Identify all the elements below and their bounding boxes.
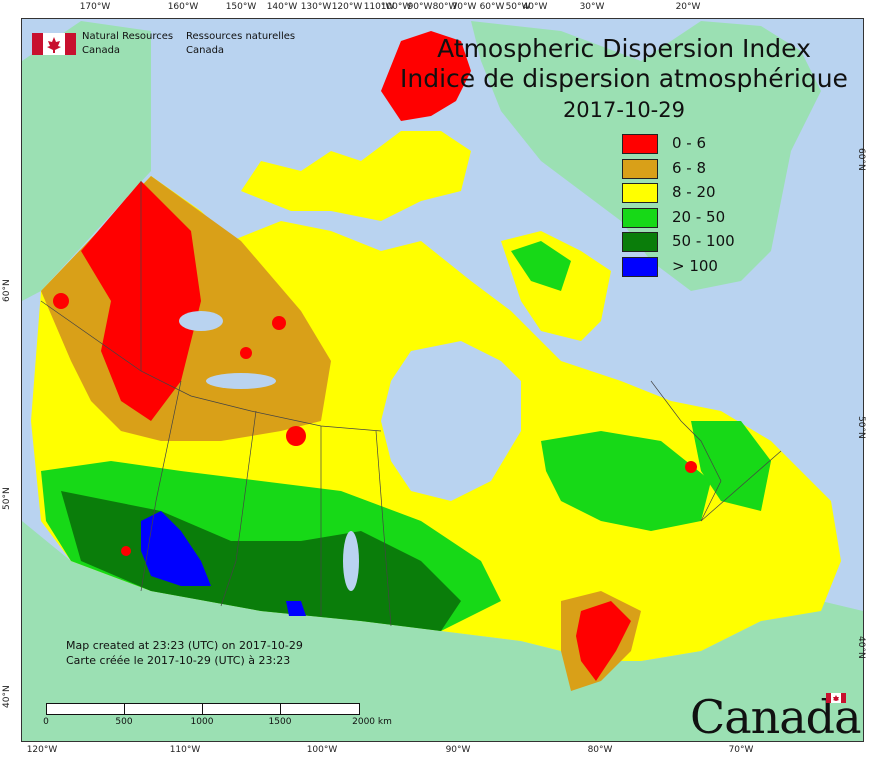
- great-bear-lake: [179, 311, 223, 331]
- legend-swatch: [622, 232, 658, 252]
- scale-segment: [46, 703, 126, 715]
- hotspot: [272, 316, 286, 330]
- title-english: Atmospheric Dispersion Index: [437, 34, 811, 63]
- agency-en-line1: Natural Resources: [82, 31, 174, 42]
- canada-wordmark-flag-icon: [826, 693, 846, 703]
- blue-alberta: [141, 511, 211, 586]
- green-quebec: [541, 431, 711, 531]
- map-date: 2017-10-29: [562, 98, 685, 122]
- lat-label: 60°N: [856, 148, 866, 171]
- legend-swatch: [622, 134, 658, 154]
- legend-label: 50 - 100: [672, 232, 735, 250]
- lon-label: 80°W: [587, 745, 613, 755]
- lake-superior: [466, 641, 536, 661]
- lat-label: 50°N: [856, 416, 866, 439]
- lon-label: 110°W: [363, 2, 395, 12]
- ellesmere-red: [381, 31, 471, 121]
- baffin-green: [511, 241, 571, 291]
- lon-label: 150°W: [225, 2, 257, 12]
- scale-label: 0: [43, 717, 49, 727]
- great-slave-lake: [206, 373, 276, 389]
- greenland-land: [471, 21, 821, 291]
- hudson-bay: [381, 341, 521, 501]
- legend-label: 8 - 20: [672, 183, 716, 201]
- title-french: Indice de dispersion atmosphérique: [400, 64, 848, 93]
- lon-label: 100°W: [306, 745, 338, 755]
- hotspot: [286, 426, 306, 446]
- scale-label: 2000 km: [352, 717, 392, 727]
- hotspot: [685, 461, 697, 473]
- scale-label: 500: [115, 717, 133, 727]
- legend-label: 6 - 8: [672, 158, 707, 177]
- scale-segment: [202, 703, 282, 715]
- lon-label: 20°W: [675, 2, 701, 12]
- hotspot: [240, 347, 252, 359]
- lon-label: 100°W: [380, 2, 412, 12]
- lon-label: 120°W: [331, 2, 363, 12]
- green-labrador: [691, 421, 771, 511]
- lon-label: 70°W: [728, 745, 754, 755]
- scale-label: 1000: [190, 717, 214, 727]
- hotspot: [53, 293, 69, 309]
- agency-en-line2: Canada: [82, 45, 121, 56]
- lon-label: 30°W: [579, 2, 605, 12]
- scale-segment: [124, 703, 204, 715]
- province-boundaries: [40, 181, 782, 627]
- lon-label: 140°W: [266, 2, 298, 12]
- arctic-islands: [241, 131, 471, 221]
- lon-label: 40°W: [522, 2, 548, 12]
- map-credits: Map created at 23:23 (UTC) on 2017-10-29…: [66, 638, 303, 668]
- legend-label: > 100: [672, 256, 718, 275]
- legend-swatch: [622, 256, 658, 277]
- legend-label: 0 - 6: [672, 134, 707, 152]
- lat-label: 50°N: [2, 487, 12, 510]
- legend-label: 20 - 50: [672, 207, 726, 226]
- lon-label: 90°W: [407, 2, 433, 12]
- lake-winnipeg: [343, 531, 359, 591]
- lon-label: 60°W: [479, 2, 505, 12]
- map-title: Atmospheric Dispersion Index Indice de d…: [400, 34, 848, 124]
- legend-swatch: [622, 207, 658, 228]
- credit-english: Map created at 23:23 (UTC) on 2017-10-29: [66, 639, 303, 652]
- lat-label: 40°N: [856, 636, 866, 659]
- legend-swatch: [622, 183, 658, 203]
- blue-sask: [286, 601, 306, 616]
- usa-land: [22, 521, 863, 741]
- lon-label: 70°W: [451, 2, 477, 12]
- lat-label: 40°N: [2, 685, 12, 708]
- map-canvas: [22, 19, 863, 741]
- alaska-land: [22, 21, 151, 301]
- agency-fr-line1: Ressources naturelles: [186, 31, 296, 42]
- lon-label: 170°W: [79, 2, 111, 12]
- red-ontario: [576, 601, 631, 681]
- lat-label: 60°N: [2, 279, 12, 302]
- scale-label: 1500: [268, 717, 292, 727]
- scale-segment: [280, 703, 360, 715]
- lon-label: 90°W: [445, 745, 471, 755]
- agency-name-en: Natural Resources Canada: [82, 30, 173, 58]
- lon-label: 120°W: [26, 745, 58, 755]
- map-frame: [21, 18, 864, 742]
- lon-label: 50°W: [505, 2, 531, 12]
- lon-label: 160°W: [167, 2, 199, 12]
- lon-label: 110°W: [169, 745, 201, 755]
- canada-flag-icon: [32, 33, 76, 55]
- credit-french: Carte créée le 2017-10-29 (UTC) à 23:23: [66, 654, 291, 667]
- hotspot: [121, 546, 131, 556]
- agency-fr-line2: Canada: [186, 45, 225, 56]
- lon-label: 130°W: [300, 2, 332, 12]
- legend-swatch: [622, 158, 658, 179]
- lon-label: 80°W: [432, 2, 458, 12]
- agency-name-fr: Ressources naturelles Canada: [186, 30, 295, 58]
